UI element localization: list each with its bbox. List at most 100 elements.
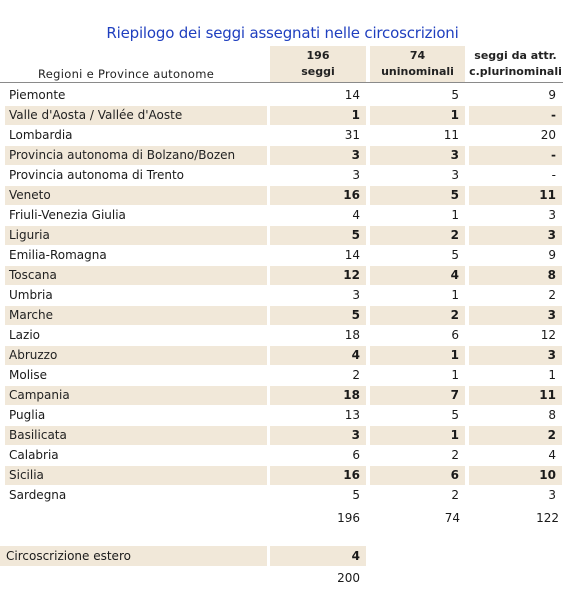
plurinominali-value: 3: [548, 208, 556, 222]
total-plurinominali: 122: [536, 511, 559, 525]
table-row: Provincia autonoma di Bolzano/Bozen 3 3-: [0, 146, 565, 166]
table-row: Emilia-Romagna 14 5 9: [0, 246, 565, 266]
page-title: Riepilogo dei seggi assegnati nelle circ…: [106, 24, 459, 42]
plurinominali-value: -: [551, 168, 556, 182]
seggi-value: 14: [344, 248, 360, 262]
region-name: Basilicata: [5, 426, 267, 445]
table-row: Calabria 6 2 4: [0, 446, 565, 466]
seggi-value: 31: [344, 128, 360, 142]
region-name: Campania: [5, 386, 267, 405]
uninominali-value: 5: [451, 88, 459, 102]
uninominali-value: 11: [443, 128, 459, 142]
grand-total: 200: [337, 571, 360, 585]
uninominali-value: 4: [370, 266, 465, 285]
region-name: Liguria: [5, 226, 267, 245]
seggi-value: 4: [270, 346, 366, 365]
column-header-plurinominali-line1: seggi da attr.: [474, 49, 557, 62]
uninominali-value: 6: [451, 328, 459, 342]
plurinominali-value: 3: [469, 306, 562, 325]
uninominali-value: 1: [370, 426, 465, 445]
uninominali-value: 2: [370, 226, 465, 245]
region-name: Marche: [5, 306, 267, 325]
table-row: Toscana 12 4 8: [0, 266, 565, 286]
region-name: Molise: [9, 368, 47, 382]
seggi-value: 3: [352, 168, 360, 182]
column-header-plurinominali-line2: c.plurinominali: [469, 65, 562, 78]
region-name: Piemonte: [9, 88, 66, 102]
uninominali-value: 5: [451, 248, 459, 262]
plurinominali-value: 3: [548, 488, 556, 502]
table-row: Lazio 18 6 12: [0, 326, 565, 346]
region-name: Lombardia: [9, 128, 73, 142]
seggi-value: 4: [352, 208, 360, 222]
uninominali-value: 2: [370, 306, 465, 325]
table-row: Sicilia 16 6 10: [0, 466, 565, 486]
uninominali-value: 1: [451, 208, 459, 222]
table-row: Provincia autonoma di Trento 3 3 -: [0, 166, 565, 186]
region-name: Provincia autonoma di Trento: [9, 168, 185, 182]
seggi-value: 18: [344, 328, 360, 342]
table-row: Umbria 3 1 2: [0, 286, 565, 306]
plurinominali-value: 20: [540, 128, 556, 142]
plurinominali-value: 1: [548, 368, 556, 382]
table-row: Lombardia 31 11 20: [0, 126, 565, 146]
column-header-plurinominali: seggi da attr. c.plurinominali: [469, 46, 562, 82]
region-name: Calabria: [9, 448, 59, 462]
region-name: Emilia-Romagna: [9, 248, 107, 262]
table-row: Veneto 16 5 11: [0, 186, 565, 206]
uninominali-value: 3: [370, 146, 465, 165]
plurinominali-value: 11: [469, 186, 562, 205]
seggi-value: 3: [352, 288, 360, 302]
table-row: Marche 5 2 3: [0, 306, 565, 326]
plurinominali-value: 8: [548, 408, 556, 422]
uninominali-value: 2: [451, 488, 459, 502]
region-name: Sicilia: [5, 466, 267, 485]
plurinominali-value: 4: [548, 448, 556, 462]
plurinominali-value: -: [469, 106, 562, 125]
uninominali-value: 1: [451, 288, 459, 302]
column-header-region: Regioni e Province autonome: [38, 67, 215, 81]
estero-seggi: 4: [270, 546, 366, 566]
seggi-value: 5: [352, 488, 360, 502]
seggi-value: 14: [344, 88, 360, 102]
region-name: Sardegna: [9, 488, 67, 502]
plurinominali-value: -: [469, 146, 562, 165]
plurinominali-value: 2: [469, 426, 562, 445]
seggi-value: 12: [270, 266, 366, 285]
seggi-value: 2: [352, 368, 360, 382]
region-name: Umbria: [9, 288, 53, 302]
table-row: Liguria 5 2 3: [0, 226, 565, 246]
table-row: Valle d'Aosta / Vallée d'Aoste 1 1-: [0, 106, 565, 126]
table-row: Campania 18 7 11: [0, 386, 565, 406]
plurinominali-value: 12: [540, 328, 556, 342]
seggi-value: 5: [270, 226, 366, 245]
uninominali-value: 6: [370, 466, 465, 485]
seggi-value: 16: [270, 466, 366, 485]
seggi-value: 18: [270, 386, 366, 405]
plurinominali-value: 8: [469, 266, 562, 285]
seggi-value: 3: [270, 426, 366, 445]
uninominali-value: 1: [370, 346, 465, 365]
seggi-value: 6: [352, 448, 360, 462]
column-header-seggi-line2: seggi: [301, 65, 335, 78]
uninominali-value: 1: [370, 106, 465, 125]
column-header-seggi: 196 seggi: [270, 46, 366, 82]
uninominali-value: 7: [370, 386, 465, 405]
total-uninominali: 74: [444, 511, 460, 525]
plurinominali-value: 3: [469, 226, 562, 245]
region-name: Friuli-Venezia Giulia: [9, 208, 126, 222]
seggi-value: 3: [270, 146, 366, 165]
region-name: Veneto: [5, 186, 267, 205]
table-row: Sardegna 5 2 3: [0, 486, 565, 506]
table-row: Basilicata 3 1 2: [0, 426, 565, 446]
uninominali-value: 1: [451, 368, 459, 382]
plurinominali-value: 10: [469, 466, 562, 485]
column-header-uninominali-line1: 74: [409, 49, 426, 62]
plurinominali-value: 9: [548, 88, 556, 102]
uninominali-value: 5: [370, 186, 465, 205]
region-name: Toscana: [5, 266, 267, 285]
plurinominali-value: 3: [469, 346, 562, 365]
region-name: Valle d'Aosta / Vallée d'Aoste: [5, 106, 267, 125]
region-name: Abruzzo: [5, 346, 267, 365]
column-header-uninominali-line2: uninominali: [381, 65, 454, 78]
